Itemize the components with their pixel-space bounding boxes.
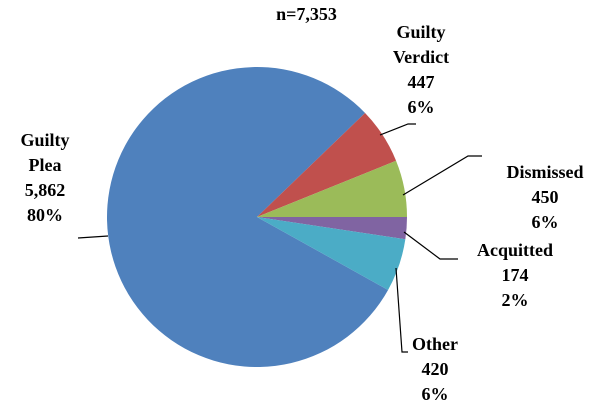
data-label: Acquitted 174 2% xyxy=(455,238,575,313)
data-label: Dismissed 450 6% xyxy=(480,160,610,235)
label-value: 447 xyxy=(407,72,435,92)
label-percent: 6% xyxy=(531,212,559,232)
label-percent: 2% xyxy=(501,290,529,310)
leader-line xyxy=(402,155,482,196)
label-percent: 6% xyxy=(421,384,449,404)
leader-line xyxy=(77,235,109,239)
pie-slice xyxy=(257,217,407,240)
leader-line xyxy=(403,231,458,260)
leader-line xyxy=(395,267,408,353)
label-name: Dismissed xyxy=(506,162,584,182)
label-name: Acquitted xyxy=(477,240,553,260)
data-label: Guilty Verdict 447 6% xyxy=(385,20,457,120)
label-percent: 6% xyxy=(407,97,435,117)
pie-slice xyxy=(257,160,407,218)
pie-slice xyxy=(257,217,406,290)
data-label: Other 420 6% xyxy=(400,332,470,407)
pie-slice xyxy=(257,112,397,217)
label-value: 174 xyxy=(501,265,529,285)
label-percent: 80% xyxy=(27,205,63,225)
label-value: 420 xyxy=(421,359,449,379)
data-label: Guilty Plea 5,862 80% xyxy=(5,128,85,228)
pie-slice xyxy=(106,66,389,367)
leader-line xyxy=(379,123,416,136)
label-value: 450 xyxy=(531,187,559,207)
label-name: Other xyxy=(412,334,458,354)
label-name: Guilty Plea xyxy=(20,130,70,175)
chart-title: n=7,353 xyxy=(276,4,337,24)
label-name: Guilty Verdict xyxy=(392,22,450,67)
label-value: 5,862 xyxy=(24,180,66,200)
